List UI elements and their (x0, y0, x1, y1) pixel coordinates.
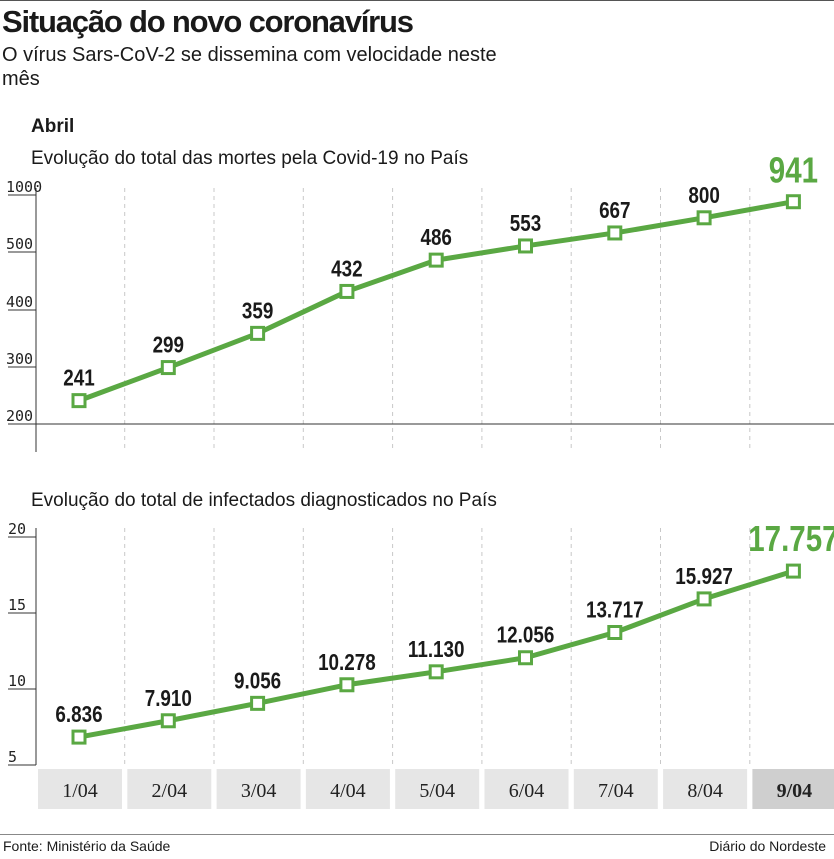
cases-chart-title: Evolução do total de infectados diagnost… (31, 490, 497, 511)
cases-data-label: 13.717 (586, 598, 644, 623)
cases-y-tick-label: 10 (8, 672, 26, 690)
cases-data-point (607, 625, 623, 641)
deaths-data-label: 800 (688, 183, 719, 208)
category-box (663, 769, 748, 809)
month-label: Abril (31, 116, 75, 137)
cases-y-tick-label: 15 (8, 596, 26, 614)
category-box (127, 769, 212, 809)
cases-data-label: 7.910 (145, 686, 192, 711)
deaths-data-label: 941 (769, 150, 818, 190)
cases-y-tick-label: 20 (8, 520, 26, 538)
page-title: Situação do novo coronavírus (2, 4, 414, 39)
cases-data-label: 17.757 (748, 518, 834, 558)
category-label: 9/04 (777, 780, 813, 802)
deaths-data-point (785, 194, 801, 210)
deaths-data-point (71, 393, 87, 409)
category-box (305, 769, 390, 809)
deaths-y-tick-label: 1000 (6, 178, 42, 196)
deaths-chart-title: Evolução do total das mortes pela Covid-… (31, 148, 469, 169)
cases-data-label: 6.836 (55, 702, 102, 727)
cases-data-point (160, 713, 176, 729)
category-box (216, 769, 301, 809)
cases-data-point (696, 591, 712, 607)
deaths-data-point (696, 210, 712, 226)
deaths-data-label: 299 (153, 333, 184, 358)
category-label: 2/04 (152, 780, 188, 802)
category-label: 4/04 (330, 780, 366, 802)
cases-y-tick-label: 5 (8, 748, 17, 766)
deaths-data-point (250, 325, 266, 341)
deaths-data-point (160, 360, 176, 376)
deaths-data-label: 486 (420, 225, 451, 250)
source-note: Fonte: Ministério da Saúde (3, 838, 171, 854)
page-subtitle: O vírus Sars-CoV-2 se dissemina com velo… (2, 44, 497, 90)
bottom-rule (0, 834, 834, 835)
cases-data-label: 9.056 (234, 669, 281, 694)
cases-data-label: 11.130 (408, 637, 465, 662)
deaths-data-label: 553 (510, 211, 541, 236)
deaths-data-point (428, 252, 444, 268)
deaths-y-tick-label: 300 (6, 350, 33, 368)
category-box (573, 769, 658, 809)
deaths-data-point (607, 225, 623, 241)
cases-data-label: 15.927 (675, 564, 733, 589)
top-rule (0, 0, 834, 1)
cases-data-point (785, 563, 801, 579)
deaths-data-point (518, 238, 533, 254)
category-label: 8/04 (687, 780, 723, 802)
cases-data-point (71, 729, 87, 745)
cases-data-label: 12.056 (497, 623, 555, 648)
category-label: 6/04 (509, 780, 545, 802)
category-box (484, 769, 569, 809)
deaths-data-label: 667 (599, 198, 630, 223)
deaths-data-label: 241 (63, 366, 95, 391)
category-label: 7/04 (598, 780, 634, 802)
credit-note: Diário do Nordeste (709, 838, 826, 854)
category-label: 5/04 (419, 780, 455, 802)
category-box (752, 769, 834, 809)
cases-data-point (518, 650, 533, 666)
category-label: 3/04 (241, 780, 277, 802)
deaths-data-label: 432 (331, 257, 362, 282)
category-label: 1/04 (62, 780, 98, 802)
deaths-y-tick-label: 500 (6, 235, 33, 253)
category-box (38, 769, 122, 809)
deaths-data-point (339, 283, 355, 299)
cases-data-point (250, 695, 266, 711)
cases-data-point (339, 677, 355, 693)
cases-data-label: 10.278 (318, 650, 376, 675)
category-box (395, 769, 480, 809)
deaths-y-tick-label: 200 (6, 407, 33, 425)
cases-data-point (428, 664, 444, 680)
deaths-y-tick-label: 400 (6, 293, 33, 311)
deaths-data-label: 359 (242, 299, 273, 324)
